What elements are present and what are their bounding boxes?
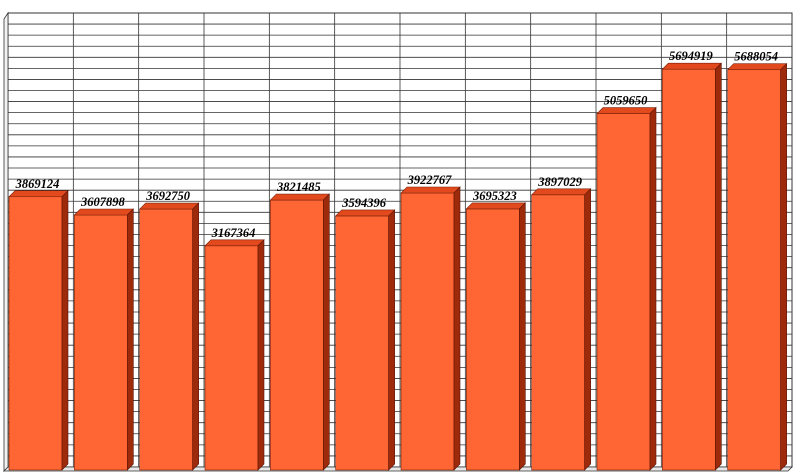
side-wall [3, 11, 9, 472]
bar-top [8, 190, 69, 198]
bar-side [323, 193, 330, 471]
bar-side [192, 202, 199, 471]
bar [726, 62, 788, 471]
bar-value-label: 3692750 [145, 189, 191, 203]
bar-side [584, 188, 591, 471]
bar-side [127, 208, 134, 471]
bar-top [400, 186, 461, 194]
grid [3, 11, 793, 472]
bar-value-label: 3167364 [211, 226, 256, 240]
bar-top [73, 208, 135, 216]
bar-top [596, 107, 657, 114]
bar-front [270, 199, 324, 471]
bar-front [531, 194, 585, 471]
bar-top [726, 63, 788, 71]
bar-front [335, 215, 389, 471]
bar-side [61, 190, 69, 471]
bar-value-label: 5059650 [604, 94, 649, 108]
bar-top [530, 188, 592, 196]
bar-value-label: 5694919 [669, 49, 714, 63]
bar-value-label: 5688054 [734, 50, 778, 64]
bar [73, 208, 135, 471]
bar-side [649, 106, 657, 471]
bar-front [204, 245, 259, 471]
bar-front [400, 192, 455, 471]
bar-value-label: 3607898 [80, 195, 126, 209]
bar-front [662, 68, 716, 471]
bar [334, 209, 396, 471]
bar-side [453, 186, 461, 471]
bar-top [269, 193, 331, 201]
bar-front [466, 208, 520, 471]
bar-value-label: 3897029 [537, 175, 583, 189]
bar [596, 106, 657, 471]
bar-top [138, 202, 200, 210]
bar [138, 202, 200, 471]
bar-side [780, 62, 787, 471]
bar-top [334, 209, 396, 217]
bar-top [465, 202, 527, 210]
bar-top [661, 62, 723, 70]
bars [8, 62, 788, 471]
bar [400, 186, 461, 471]
bar-value-label: 3821485 [276, 180, 321, 194]
bar [661, 62, 723, 471]
bar [269, 193, 331, 471]
bar-top [204, 239, 265, 247]
bar [8, 190, 69, 471]
bar [465, 202, 527, 471]
bar-side [715, 62, 722, 471]
bar-value-label: 3695323 [472, 189, 517, 203]
bar-side [519, 202, 526, 471]
bar-side [257, 239, 265, 471]
bar [204, 239, 265, 471]
bar-front [596, 113, 651, 471]
bar-side [388, 209, 395, 471]
data-labels: 3869124 3607898 3692750 3167364 3821485 35943… [15, 49, 778, 240]
bar-front [74, 214, 128, 471]
bar-value-label: 3594396 [341, 196, 387, 210]
bar-front [139, 208, 193, 471]
chart-floor [3, 466, 793, 472]
bar-front [8, 196, 63, 471]
bar-front [727, 69, 781, 471]
bar-value-label: 3869124 [15, 177, 60, 191]
bar-value-label: 3922767 [407, 173, 453, 187]
bar [530, 188, 592, 471]
floor [3, 466, 793, 472]
